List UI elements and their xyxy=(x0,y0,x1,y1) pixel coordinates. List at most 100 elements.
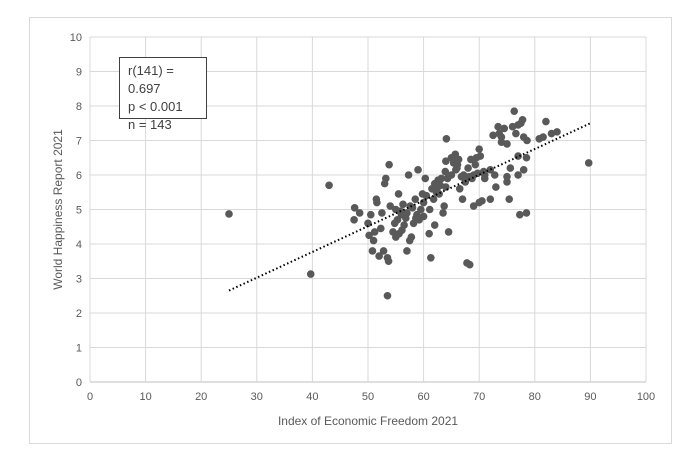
data-point xyxy=(425,205,434,214)
data-point xyxy=(350,216,358,224)
data-point xyxy=(478,197,486,205)
data-point xyxy=(515,210,524,219)
data-point xyxy=(373,198,381,207)
data-point xyxy=(506,164,515,172)
data-point xyxy=(370,228,379,236)
stats-box: r(141) = 0.697 p < 0.001 n = 143 xyxy=(119,57,207,132)
x-axis-label: Index of Economic Freedom 2021 xyxy=(278,414,458,428)
y-tick-label: 0 xyxy=(76,377,82,389)
data-point xyxy=(447,171,456,179)
data-point xyxy=(505,195,514,203)
data-point xyxy=(442,157,450,165)
data-point xyxy=(385,160,393,169)
x-tick-label: 40 xyxy=(306,391,318,403)
data-point xyxy=(469,202,478,210)
x-tick-label: 70 xyxy=(473,391,485,403)
data-point xyxy=(542,117,550,126)
data-point xyxy=(366,210,375,219)
data-point xyxy=(425,229,433,238)
y-tick-label: 8 xyxy=(76,101,82,113)
data-point xyxy=(503,178,511,186)
data-point xyxy=(417,205,425,214)
data-point xyxy=(490,171,499,179)
data-point xyxy=(403,247,411,255)
x-tick-label: 20 xyxy=(195,391,207,403)
y-tick-label: 1 xyxy=(76,343,82,355)
data-point xyxy=(479,167,488,176)
data-point xyxy=(492,183,500,191)
data-point xyxy=(444,228,453,236)
x-tick-label: 10 xyxy=(139,391,151,403)
stat-n: n = 143 xyxy=(128,117,172,132)
data-point xyxy=(503,140,511,148)
data-point xyxy=(427,253,435,262)
data-point xyxy=(553,128,561,136)
data-point xyxy=(471,160,480,169)
x-tick-label: 50 xyxy=(362,391,374,403)
data-point xyxy=(518,116,527,124)
data-point xyxy=(369,236,378,245)
data-point xyxy=(439,209,447,217)
data-point xyxy=(486,166,495,174)
data-point xyxy=(379,247,388,255)
y-tick-label: 4 xyxy=(76,239,82,251)
data-point xyxy=(512,129,520,138)
data-point xyxy=(411,195,420,203)
data-point xyxy=(494,122,502,131)
data-point xyxy=(464,164,472,172)
data-point xyxy=(390,219,399,228)
data-point xyxy=(404,171,413,179)
stat-r: r(141) = 0.697 xyxy=(128,63,174,96)
data-point xyxy=(419,212,428,221)
data-point xyxy=(384,257,393,266)
x-tick-label: 60 xyxy=(417,391,429,403)
data-point xyxy=(412,214,420,222)
data-point xyxy=(399,200,407,209)
y-tick-label: 6 xyxy=(76,170,82,182)
data-point xyxy=(394,190,403,198)
data-point xyxy=(225,210,233,218)
data-point xyxy=(514,171,522,179)
data-point xyxy=(429,195,438,203)
x-tick-label: 30 xyxy=(251,391,263,403)
stat-p: p < 0.001 xyxy=(128,99,183,114)
data-point xyxy=(442,183,450,191)
data-point xyxy=(355,209,364,217)
data-point xyxy=(407,233,416,241)
data-point xyxy=(452,166,460,174)
data-point xyxy=(489,131,497,140)
data-point xyxy=(403,209,411,217)
data-point xyxy=(510,107,519,115)
data-point xyxy=(440,202,448,210)
data-point xyxy=(522,153,531,162)
data-point xyxy=(325,181,333,190)
x-tick-label: 0 xyxy=(87,391,93,403)
data-point xyxy=(475,145,484,153)
data-point xyxy=(473,169,482,178)
data-point xyxy=(486,195,495,203)
data-point xyxy=(500,124,509,133)
data-point xyxy=(519,166,528,174)
chart-frame xyxy=(29,17,672,444)
data-point xyxy=(350,203,359,212)
data-point xyxy=(365,231,373,240)
data-point xyxy=(465,172,473,181)
data-point xyxy=(421,174,430,183)
data-point xyxy=(364,219,372,228)
data-point xyxy=(381,174,390,183)
y-tick-label: 9 xyxy=(76,67,82,79)
data-point xyxy=(465,260,474,269)
data-point xyxy=(414,166,422,174)
y-tick-label: 7 xyxy=(76,136,82,148)
data-point xyxy=(376,224,385,233)
data-point xyxy=(455,185,464,193)
x-tick-label: 100 xyxy=(637,391,655,403)
data-point xyxy=(480,174,489,183)
data-point xyxy=(441,167,450,176)
data-point xyxy=(476,152,485,160)
data-point xyxy=(442,134,451,143)
y-tick-label: 10 xyxy=(70,32,82,44)
x-tick-label: 80 xyxy=(529,391,541,403)
data-point xyxy=(378,209,386,217)
